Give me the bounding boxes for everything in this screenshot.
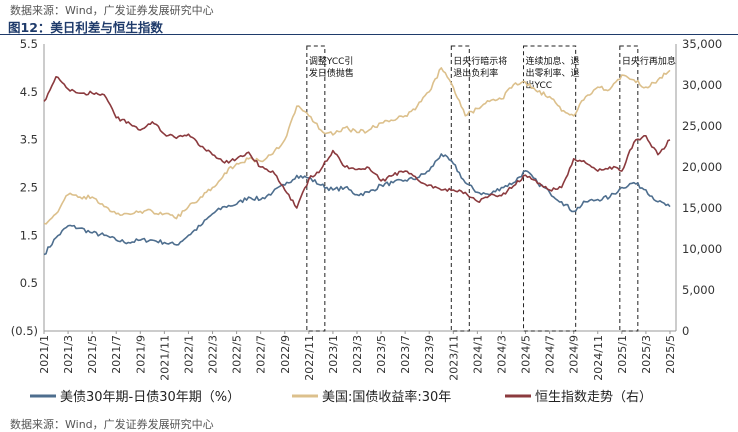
series-line [43,67,671,225]
legend-label: 美国:国债收益率:30年 [322,389,451,405]
x-tick-label: 2024/11 [592,335,605,381]
right-tick-label: 0 [682,324,689,338]
annotation-box [306,45,326,332]
x-tick-label: 2021/1 [38,335,51,374]
legend-label: 美债30年期-日债30年期（%） [60,390,240,405]
x-tick-label: 2023/7 [399,335,412,374]
right-tick-label: 25,000 [682,119,722,133]
right-tick-label: 10,000 [682,242,722,256]
x-tick-label: 2022/9 [279,335,292,374]
right-tick-label: 35,000 [682,37,722,51]
left-axis: 5.5 4.5 3.5 2.5 1.5 0.5 (0.5) [11,37,38,338]
x-tick-label: 2021/7 [110,335,123,374]
x-tick-label: 2022/3 [207,335,220,374]
x-tick-label: 2024/9 [568,335,581,374]
x-tick-label: 2022/11 [303,335,316,381]
right-tick-label: 15,000 [682,201,722,215]
x-tick-label: 2024/3 [495,335,508,374]
x-tick-label: 2023/3 [351,335,364,374]
x-tick-label: 2025/3 [640,335,653,374]
series-line [43,153,671,256]
x-tick-label: 2025/1 [616,335,629,374]
left-tick-label: 5.5 [20,37,38,51]
x-tick-label: 2024/1 [471,335,484,374]
x-tick-label: 2024/5 [520,335,533,374]
x-axis: 2021/1 2021/3 2021/5 2021/7 2021/9 2021/11 202… [38,331,677,381]
right-tick-label: 30,000 [682,78,722,92]
x-tick-label: 2022/1 [182,335,195,374]
x-tick-label: 2023/11 [447,335,460,381]
series-line [43,76,671,209]
left-tick-label: (0.5) [11,324,38,338]
x-tick-label: 2021/3 [62,335,75,374]
right-tick-label: 20,000 [682,160,722,174]
series-lines [43,67,671,256]
x-tick-label: 2024/7 [544,335,557,374]
left-tick-label: 3.5 [20,133,38,147]
title-rule [0,34,738,35]
x-tick-label: 2023/9 [423,335,436,374]
x-tick-label: 2023/1 [327,335,340,374]
legend: 美债30年期-日债30年期（%） 美国:国债收益率:30年 恒生指数走势（右） [30,389,652,405]
x-tick-label: 2021/5 [86,335,99,374]
right-axis: 35,000 30,000 25,000 20,000 15,000 10,000 5,00… [682,37,722,338]
x-tick-label: 2021/9 [134,335,147,374]
annotation-label: 日央行再加息 [622,55,676,67]
legend-label: 恒生指数走势（右） [535,389,652,405]
x-tick-label: 2025/5 [664,335,677,374]
annotation-box [450,45,470,332]
left-tick-label: 1.5 [20,228,38,242]
source-note-top: 数据来源：Wind，广发证券发展研究中心 [10,4,214,17]
plot-frame [43,44,677,332]
left-tick-label: 2.5 [20,181,38,195]
annotation-label: 日央行暗示将退出负利率 [453,55,507,79]
x-tick-label: 2023/5 [375,335,388,374]
x-tick-label: 2021/11 [158,335,171,381]
left-tick-label: 0.5 [20,276,38,290]
left-tick-label: 4.5 [20,85,38,99]
source-note-bottom: 数据来源：Wind，广发证券发展研究中心 [10,418,214,431]
x-tick-label: 2022/7 [255,335,268,374]
x-tick-label: 2022/5 [231,335,244,374]
annotation-label: 连续加息、退出零利率、退出YCC [526,55,580,91]
annotation-label: 调整YCC引发日债抛售 [309,55,354,79]
chart-title: 图12：美日利差与恒生指数 [8,20,163,35]
right-tick-label: 5,000 [682,283,715,297]
